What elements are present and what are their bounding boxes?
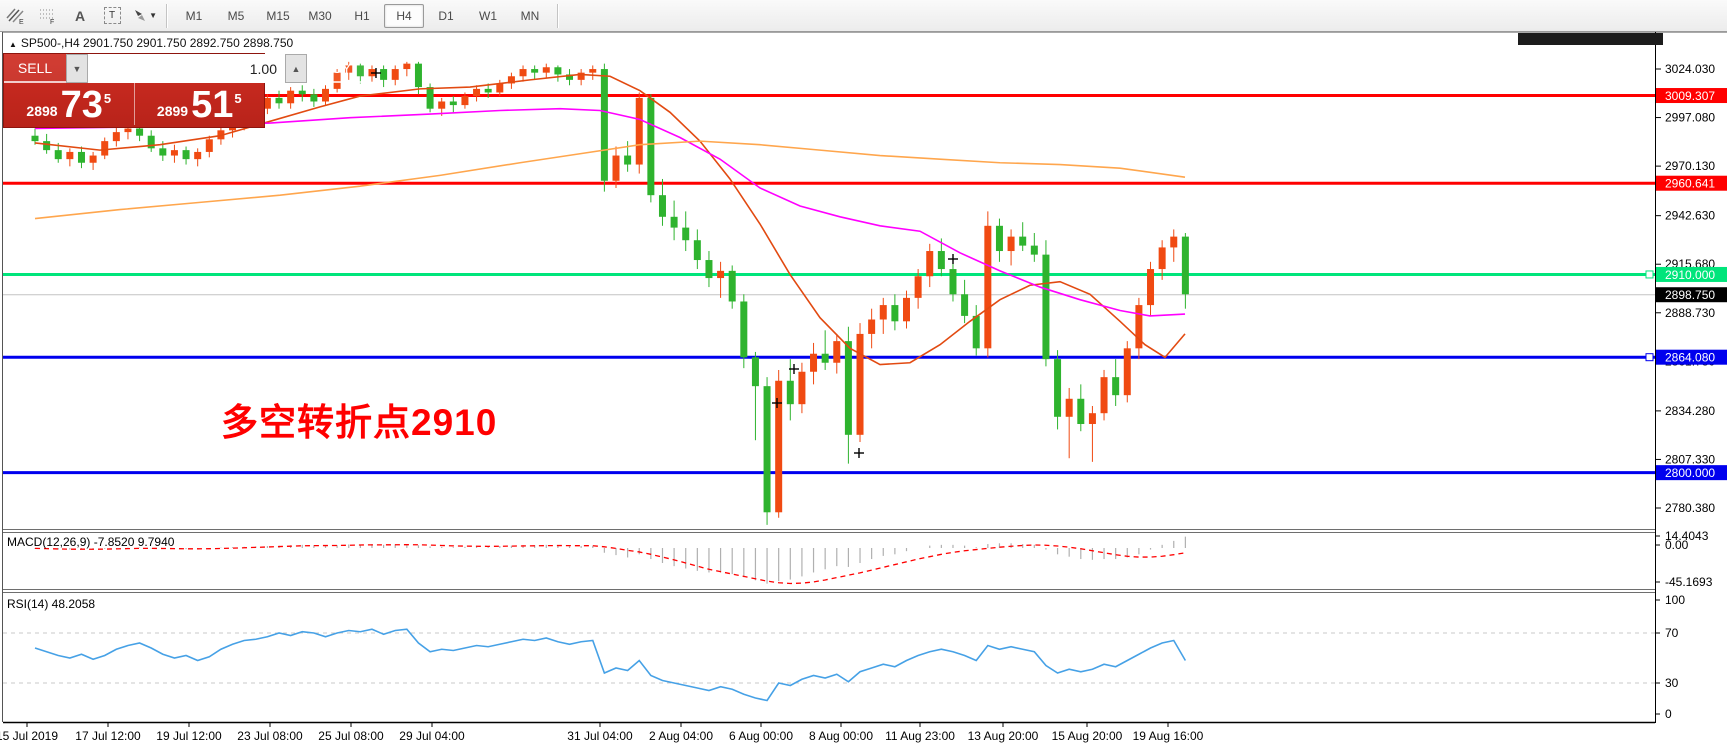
svg-text:2834.280: 2834.280 — [1665, 404, 1715, 418]
toolbar-separator — [557, 3, 558, 28]
line-handle[interactable] — [1645, 353, 1654, 362]
time-label: 2 Aug 04:00 — [649, 729, 713, 743]
rsi-panel: RSI(14) 48.2058 100 70 30 0 — [3, 593, 1685, 721]
candles-layer — [31, 61, 1189, 525]
plot-borders — [2, 30, 1727, 723]
line-handle[interactable] — [1645, 270, 1654, 279]
macd-label: MACD(12,26,9) -7.8520 9.7940 — [7, 535, 175, 549]
time-label: 6 Aug 00:00 — [729, 729, 793, 743]
time-label: 19 Jul 12:00 — [156, 729, 222, 743]
sell-price[interactable]: 2898 73 5 — [4, 83, 135, 125]
tab-timeframe-W1[interactable]: W1 — [479, 8, 497, 23]
svg-text:2780.380: 2780.380 — [1665, 501, 1715, 515]
tab-timeframe-H4[interactable]: H4 — [384, 3, 424, 28]
indicators-crayon-icon[interactable]: E — [3, 4, 29, 28]
price-axis: 3024.0302997.0802970.1302942.6302915.680… — [1655, 62, 1727, 515]
toolbar-separator — [166, 3, 167, 28]
tab-timeframe-M15[interactable]: M15 — [266, 8, 290, 23]
chart-text-annotation: 多空转折点2910 — [221, 402, 498, 443]
svg-text:2910.000: 2910.000 — [1665, 268, 1715, 282]
svg-text:3024.030: 3024.030 — [1665, 62, 1715, 76]
time-label: 23 Jul 08:00 — [237, 729, 303, 743]
svg-text:30: 30 — [1665, 676, 1679, 690]
svg-text:2807.330: 2807.330 — [1665, 452, 1715, 466]
grid-dots-icon[interactable]: F — [35, 4, 61, 28]
buy-button[interactable]: BUY — [307, 54, 367, 83]
top-toolbar: E F A T ▼ M1 M5 M15 M30 H1 H4 D1 W1 MN — [0, 0, 1727, 32]
cursor-arrows-icon[interactable]: ▼ — [131, 4, 157, 28]
timeframe-buttons: M1 M5 M15 M30 H1 H4 D1 W1 MN — [173, 3, 551, 28]
time-axis: 15 Jul 2019 17 Jul 12:00 19 Jul 12:00 23 Ju… — [0, 722, 1204, 743]
ma-slow-line — [34, 140, 1186, 220]
time-label: 8 Aug 00:00 — [809, 729, 873, 743]
tab-timeframe-D1[interactable]: D1 — [438, 8, 454, 23]
svg-text:F: F — [50, 19, 54, 25]
title-arrow-icon: ▲ — [9, 40, 17, 49]
svg-text:2800.000: 2800.000 — [1665, 466, 1715, 480]
rsi-label: RSI(14) 48.2058 — [7, 597, 95, 611]
text-box-icon[interactable]: T — [99, 4, 125, 28]
time-label: 15 Jul 2019 — [0, 729, 58, 743]
time-label: 17 Jul 12:00 — [75, 729, 141, 743]
sell-button[interactable]: SELL — [4, 54, 66, 83]
text-label-icon[interactable]: A — [74, 7, 86, 24]
svg-text:2960.641: 2960.641 — [1665, 177, 1715, 191]
tab-timeframe-MN[interactable]: MN — [520, 8, 540, 23]
ma-fast-line — [34, 73, 1186, 366]
tab-timeframe-H1[interactable]: H1 — [354, 8, 370, 23]
svg-text:2970.130: 2970.130 — [1665, 159, 1715, 173]
svg-text:100: 100 — [1665, 593, 1685, 607]
svg-text:2942.630: 2942.630 — [1665, 209, 1715, 223]
svg-text:2888.730: 2888.730 — [1665, 306, 1715, 320]
time-label: 13 Aug 20:00 — [968, 729, 1039, 743]
symbol-ohlc-text: SP500-,H4 2901.750 2901.750 2892.750 289… — [20, 36, 294, 50]
tab-timeframe-M5[interactable]: M5 — [227, 8, 245, 23]
dropdown-caret-icon: ▼ — [149, 11, 157, 20]
time-label: 15 Aug 20:00 — [1052, 729, 1123, 743]
buy-price[interactable]: 2899 51 5 — [156, 83, 242, 126]
hline-objects — [3, 94, 1655, 475]
svg-text:70: 70 — [1665, 626, 1679, 640]
tab-timeframe-M1[interactable]: M1 — [185, 8, 203, 23]
chart-title: ▲ SP500-,H4 2901.750 2901.750 2892.750 28… — [9, 36, 293, 50]
svg-text:-45.1693: -45.1693 — [1665, 575, 1713, 589]
svg-text:3009.307: 3009.307 — [1665, 89, 1715, 103]
svg-text:E: E — [19, 19, 24, 25]
cross-markers — [371, 68, 958, 458]
svg-text:2898.750: 2898.750 — [1665, 288, 1715, 302]
ma-mid-line — [34, 107, 1186, 317]
svg-text:2864.080: 2864.080 — [1665, 351, 1715, 365]
time-label: 19 Aug 16:00 — [1133, 729, 1204, 743]
volume-decrease-button[interactable]: ▼ — [66, 54, 88, 83]
time-label: 31 Jul 04:00 — [567, 729, 633, 743]
svg-text:0.00: 0.00 — [1665, 538, 1689, 552]
svg-text:2997.080: 2997.080 — [1665, 111, 1715, 125]
top-right-dark-strip — [1518, 33, 1663, 45]
volume-input[interactable] — [88, 54, 285, 83]
tab-timeframe-M30[interactable]: M30 — [308, 8, 332, 23]
panel-separators — [3, 529, 1655, 724]
svg-text:0: 0 — [1665, 707, 1672, 721]
time-label: 25 Jul 08:00 — [318, 729, 384, 743]
svg-text:14.4043: 14.4043 — [1665, 529, 1709, 543]
time-label: 11 Aug 23:00 — [885, 729, 955, 743]
volume-increase-button[interactable]: ▲ — [285, 54, 307, 83]
line-handles — [1645, 270, 1654, 362]
time-label: 29 Jul 04:00 — [399, 729, 465, 743]
